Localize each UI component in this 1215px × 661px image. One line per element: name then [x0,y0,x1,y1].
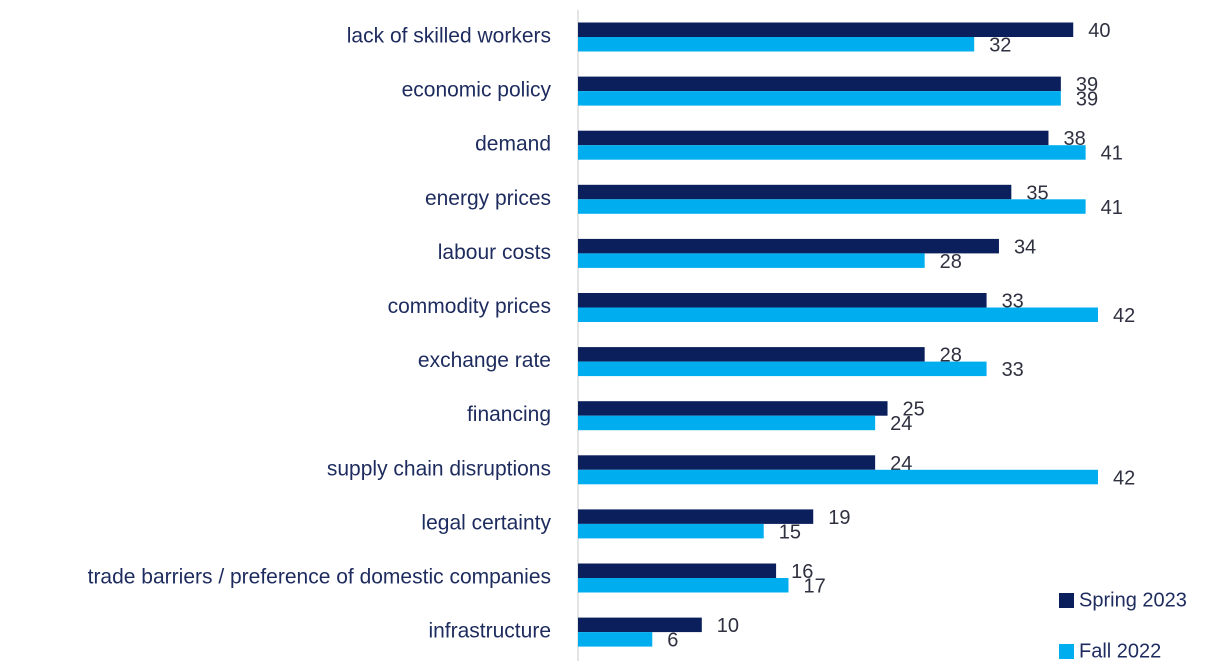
value-label: 15 [779,521,801,543]
category-label: exchange rate [418,349,551,372]
value-label: 33 [1002,359,1024,381]
value-label: 24 [890,413,912,435]
value-label: 39 [1076,89,1098,111]
bar [578,91,1061,106]
value-label: 41 [1101,197,1123,219]
bar [578,307,1098,322]
category-label: economic policy [402,79,552,102]
bar [578,76,1061,92]
bar [578,469,1098,485]
value-label: 32 [989,35,1011,57]
value-label: 38 [1063,128,1085,150]
bar [578,415,876,431]
value-label: 39 [1076,74,1098,96]
value-label: 33 [1002,291,1024,313]
legend-label: Fall 2022 [1079,640,1161,661]
value-label: 28 [940,251,962,273]
bar [578,523,764,539]
value-label: 42 [1113,305,1135,327]
value-label: 34 [1014,236,1036,258]
category-label: legal certainty [421,511,551,534]
category-label: demand [475,133,551,156]
bar [578,293,987,308]
bar [578,401,888,416]
bar [578,347,925,362]
bar [578,632,653,647]
value-label: 35 [1026,182,1048,204]
bar [578,509,814,524]
bar [578,199,1086,214]
category-label: infrastructure [428,620,551,643]
category-label: lack of skilled workers [347,25,551,48]
bar [578,238,999,254]
category-label: supply chain disruptions [327,457,551,480]
value-label: 10 [717,615,739,637]
bar [578,253,925,268]
bar [578,130,1049,146]
bar [578,361,987,377]
bar [578,184,1012,200]
value-label: 16 [791,561,813,583]
bar [578,37,975,52]
category-label: trade barriers / preference of domestic … [88,566,551,589]
bar [578,563,777,578]
bar [578,617,702,633]
bar [578,578,789,593]
bar [578,455,876,470]
value-label: 40 [1088,20,1110,42]
category-label: labour costs [438,241,551,264]
category-label: commodity prices [388,295,551,318]
bar [578,22,1074,37]
value-label: 17 [803,576,825,598]
value-label: 24 [890,453,912,475]
category-label: energy prices [425,187,551,210]
value-label: 19 [828,507,850,529]
legend-label: Spring 2023 [1079,589,1187,611]
legend-swatch [1059,644,1074,659]
value-label: 42 [1113,467,1135,489]
legend-swatch [1059,593,1074,608]
bar [578,145,1086,160]
value-label: 28 [940,345,962,367]
category-label: financing [467,403,551,426]
value-label: 41 [1101,143,1123,165]
value-label: 6 [667,630,678,652]
value-label: 25 [903,399,925,421]
